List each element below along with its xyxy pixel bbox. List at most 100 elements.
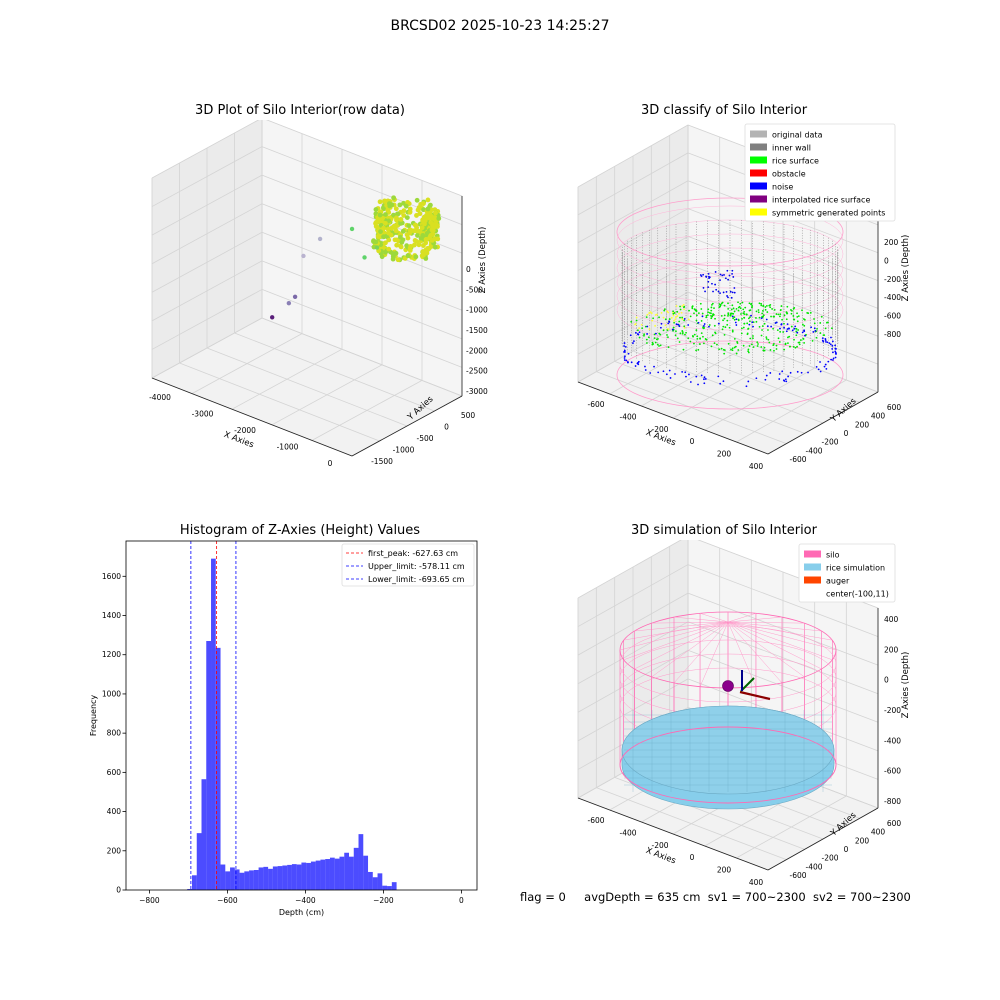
sv2-text: sv2 = 700~2300 [812, 890, 911, 904]
p2-noise-point [707, 280, 710, 283]
p4-silo-wire [651, 621, 729, 678]
p2-rice-surface-point [700, 332, 703, 335]
p2-noise-point [704, 290, 706, 293]
p2-grid-y [596, 371, 787, 445]
p2-z-tick-label: 200 [884, 238, 899, 247]
p4-grid-z [687, 649, 879, 723]
p2-noise-point [814, 329, 817, 332]
p2-rice-surface-point [815, 336, 818, 339]
p1-cluster-point [378, 229, 383, 234]
p3-histogram-bar [282, 865, 288, 890]
p2-rice-surface-point [710, 303, 713, 306]
p2-noise-point [699, 274, 702, 276]
avg-depth-text: avgDepth = 635 cm [584, 890, 701, 904]
p2-z-tick-label: -800 [884, 330, 901, 339]
p1-grid-z [261, 260, 463, 340]
p2-rice-surface-point [724, 326, 727, 329]
p2-rice-surface-point [675, 330, 677, 333]
p4-silo-wire [727, 613, 757, 623]
p2-noise-point [824, 338, 827, 340]
p2-rice-surface-point [760, 304, 763, 307]
p4-legend-label: auger [826, 577, 850, 586]
p1-cluster-point [411, 242, 417, 248]
p2-rice-surface-point [731, 347, 734, 350]
p4-silo-wire [623, 621, 729, 641]
p2-noise-point [681, 370, 684, 373]
p2-rice-surface-point [718, 348, 721, 351]
p2-noise-point [623, 342, 626, 344]
p2-grid-z [577, 152, 689, 216]
p1-y-axis-line [351, 395, 463, 457]
p4-silo-wire [619, 726, 837, 804]
p1-grid-z [151, 289, 263, 350]
p1-cluster-point [423, 237, 429, 242]
p1-x-tick-label: -3000 [192, 410, 214, 419]
p3-y-tick-label: 400 [107, 807, 122, 816]
p2-noise-point [705, 276, 708, 278]
p2-rice-surface-point [741, 301, 744, 304]
p2-rice-surface-point [742, 308, 745, 311]
p2-z-tick-label: -200 [884, 275, 901, 284]
p2-rice-surface-point [783, 348, 786, 351]
p2-rice-surface-point [763, 349, 766, 352]
p1-cluster-point [415, 233, 420, 238]
p2-noise-point [760, 317, 763, 320]
p2-noise-point [732, 276, 735, 278]
p2-rice-surface-point [723, 352, 726, 355]
p2-noise-point [769, 372, 772, 374]
p2-noise-point [717, 375, 720, 378]
p3-histogram-bar [239, 872, 245, 890]
p2-rice-surface-point [652, 317, 655, 320]
p1-grid-z [151, 174, 263, 236]
p2-rice-surface-point [767, 338, 770, 341]
p2-rice-surface-point [654, 314, 657, 316]
p1-data-point [349, 226, 355, 232]
p1-data-point [362, 255, 367, 260]
p2-rice-surface-point [825, 321, 828, 324]
p2-rice-surface-point [708, 324, 711, 326]
p4-legend-label: silo [826, 551, 840, 560]
p2-noise-point [748, 323, 751, 326]
p2-rice-surface-point [748, 302, 751, 305]
p2-rice-surface-point [771, 308, 774, 310]
p2-noise-point [704, 378, 707, 380]
p2-noise-point [728, 274, 731, 277]
p4-center-marker [722, 680, 734, 692]
p2-x-axis-line [577, 381, 769, 455]
p2-rice-surface-point [748, 345, 751, 347]
p4-silo-wire [651, 621, 729, 624]
p2-noise-point [824, 363, 827, 366]
panel3-histogram: −800 −600 −400 −200 0 0 200 400 600 800 1000 1200 14… [89, 540, 478, 917]
p2-rice-surface-point [679, 332, 682, 335]
p2-rice-surface-point [747, 351, 750, 354]
p2-noise-point [807, 371, 809, 374]
p1-cluster-point [383, 212, 388, 217]
p2-noise-point [723, 274, 725, 276]
p2-noise-point [683, 317, 686, 320]
p2-y-tick-label: 0 [844, 429, 849, 438]
panel2-title: 3D classify of Silo Interior [640, 103, 808, 118]
p2-noise-point [702, 287, 705, 289]
p2-noise-point [711, 282, 713, 285]
p2-rice-surface-point [641, 327, 644, 330]
p1-data-point [301, 253, 306, 259]
p1-x-tick-label: -2000 [234, 426, 256, 435]
p2-rice-surface-point [741, 327, 743, 330]
p4-legend-swatch [804, 563, 821, 571]
p2-noise-point [703, 382, 706, 385]
p2-rice-surface-point [748, 320, 751, 323]
p2-noise-point [786, 323, 789, 326]
p2-rice-surface-point [762, 304, 765, 307]
p1-cluster-point [394, 217, 399, 223]
p1-z-tick-label: 0 [466, 265, 471, 274]
p2-rice-surface-point [802, 318, 805, 320]
p2-rice-surface-point [696, 335, 699, 338]
p2-noise-point [733, 287, 736, 289]
p3-histogram-bar [306, 862, 311, 890]
p2-noise-point [819, 370, 822, 373]
p2-rice-surface-point [742, 344, 745, 347]
p2-rice-surface-point [673, 312, 676, 314]
p2-rice-surface-point [710, 345, 713, 348]
p3-legend-label: first_peak: -627.63 cm [368, 549, 458, 558]
p2-x-tick-label: -400 [619, 412, 636, 421]
